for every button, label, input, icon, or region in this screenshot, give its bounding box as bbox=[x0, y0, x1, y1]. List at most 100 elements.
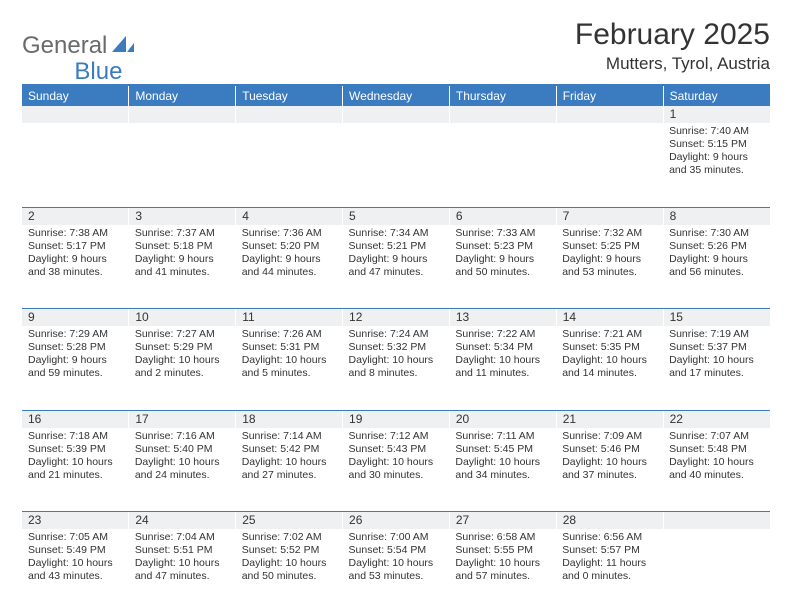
sunset-text: Sunset: 5:23 PM bbox=[455, 240, 550, 253]
sunrise-text: Sunrise: 7:37 AM bbox=[135, 227, 230, 240]
detail-row: Sunrise: 7:29 AMSunset: 5:28 PMDaylight:… bbox=[22, 326, 770, 410]
day-detail-cell: Sunrise: 7:05 AMSunset: 5:49 PMDaylight:… bbox=[22, 529, 129, 613]
sunrise-text: Sunrise: 7:40 AM bbox=[669, 125, 764, 138]
daylight-text: Daylight: 9 hours and 38 minutes. bbox=[28, 253, 123, 279]
sunset-text: Sunset: 5:37 PM bbox=[669, 341, 764, 354]
day-detail-cell bbox=[236, 123, 343, 207]
daylight-text: Daylight: 10 hours and 57 minutes. bbox=[455, 557, 550, 583]
day-number-cell bbox=[22, 106, 129, 123]
sunrise-text: Sunrise: 7:19 AM bbox=[669, 328, 764, 341]
sunrise-text: Sunrise: 7:07 AM bbox=[669, 430, 764, 443]
sunrise-text: Sunrise: 7:22 AM bbox=[455, 328, 550, 341]
day-number-cell bbox=[663, 512, 770, 529]
day-detail-cell: Sunrise: 7:12 AMSunset: 5:43 PMDaylight:… bbox=[343, 428, 450, 512]
daylight-text: Daylight: 10 hours and 5 minutes. bbox=[242, 354, 337, 380]
logo-text-general: General bbox=[22, 32, 107, 60]
day-number-cell: 20 bbox=[449, 411, 556, 428]
day-detail-cell bbox=[343, 123, 450, 207]
detail-row: Sunrise: 7:38 AMSunset: 5:17 PMDaylight:… bbox=[22, 225, 770, 309]
daylight-text: Daylight: 10 hours and 30 minutes. bbox=[349, 456, 444, 482]
sunrise-text: Sunrise: 7:11 AM bbox=[455, 430, 550, 443]
daylight-text: Daylight: 10 hours and 37 minutes. bbox=[562, 456, 657, 482]
sunrise-text: Sunrise: 7:05 AM bbox=[28, 531, 123, 544]
weekday-header: Sunday bbox=[22, 86, 129, 106]
day-number-cell: 4 bbox=[236, 208, 343, 225]
sunset-text: Sunset: 5:51 PM bbox=[135, 544, 230, 557]
day-number-cell: 17 bbox=[129, 411, 236, 428]
sunset-text: Sunset: 5:25 PM bbox=[562, 240, 657, 253]
logo-sail-icon bbox=[112, 34, 134, 59]
day-detail-cell: Sunrise: 7:34 AMSunset: 5:21 PMDaylight:… bbox=[343, 225, 450, 309]
daylight-text: Daylight: 10 hours and 53 minutes. bbox=[349, 557, 444, 583]
day-number-cell bbox=[343, 106, 450, 123]
sunrise-text: Sunrise: 7:29 AM bbox=[28, 328, 123, 341]
day-detail-cell: Sunrise: 7:22 AMSunset: 5:34 PMDaylight:… bbox=[449, 326, 556, 410]
sunrise-text: Sunrise: 7:24 AM bbox=[349, 328, 444, 341]
daylight-text: Daylight: 10 hours and 2 minutes. bbox=[135, 354, 230, 380]
sunset-text: Sunset: 5:31 PM bbox=[242, 341, 337, 354]
sunset-text: Sunset: 5:29 PM bbox=[135, 341, 230, 354]
day-number-cell: 24 bbox=[129, 512, 236, 529]
daylight-text: Daylight: 10 hours and 40 minutes. bbox=[669, 456, 764, 482]
sunrise-text: Sunrise: 7:33 AM bbox=[455, 227, 550, 240]
day-detail-cell: Sunrise: 7:09 AMSunset: 5:46 PMDaylight:… bbox=[556, 428, 663, 512]
day-detail-cell: Sunrise: 7:26 AMSunset: 5:31 PMDaylight:… bbox=[236, 326, 343, 410]
day-number-cell: 26 bbox=[343, 512, 450, 529]
sunset-text: Sunset: 5:26 PM bbox=[669, 240, 764, 253]
daylight-text: Daylight: 9 hours and 50 minutes. bbox=[455, 253, 550, 279]
page-header: General Blue February 2025 Mutters, Tyro… bbox=[22, 18, 770, 74]
detail-row: Sunrise: 7:18 AMSunset: 5:39 PMDaylight:… bbox=[22, 428, 770, 512]
location-subtitle: Mutters, Tyrol, Austria bbox=[575, 54, 770, 74]
sunrise-text: Sunrise: 7:26 AM bbox=[242, 328, 337, 341]
sunset-text: Sunset: 5:46 PM bbox=[562, 443, 657, 456]
sunrise-text: Sunrise: 7:38 AM bbox=[28, 227, 123, 240]
daynum-row: 232425262728 bbox=[22, 512, 770, 529]
sunrise-text: Sunrise: 7:27 AM bbox=[135, 328, 230, 341]
logo-text-blue: Blue bbox=[74, 58, 122, 86]
day-detail-cell: Sunrise: 7:32 AMSunset: 5:25 PMDaylight:… bbox=[556, 225, 663, 309]
day-detail-cell bbox=[129, 123, 236, 207]
day-number-cell: 28 bbox=[556, 512, 663, 529]
day-detail-cell bbox=[22, 123, 129, 207]
day-number-cell: 3 bbox=[129, 208, 236, 225]
day-number-cell: 19 bbox=[343, 411, 450, 428]
day-detail-cell: Sunrise: 7:21 AMSunset: 5:35 PMDaylight:… bbox=[556, 326, 663, 410]
daylight-text: Daylight: 9 hours and 41 minutes. bbox=[135, 253, 230, 279]
sunset-text: Sunset: 5:21 PM bbox=[349, 240, 444, 253]
sunset-text: Sunset: 5:18 PM bbox=[135, 240, 230, 253]
daylight-text: Daylight: 9 hours and 59 minutes. bbox=[28, 354, 123, 380]
day-number-cell: 7 bbox=[556, 208, 663, 225]
daynum-row: 2345678 bbox=[22, 208, 770, 225]
sunrise-text: Sunrise: 7:36 AM bbox=[242, 227, 337, 240]
weekday-header: Monday bbox=[129, 86, 236, 106]
sunrise-text: Sunrise: 7:04 AM bbox=[135, 531, 230, 544]
day-number-cell bbox=[129, 106, 236, 123]
sunrise-text: Sunrise: 7:14 AM bbox=[242, 430, 337, 443]
sunset-text: Sunset: 5:32 PM bbox=[349, 341, 444, 354]
daylight-text: Daylight: 9 hours and 35 minutes. bbox=[669, 151, 764, 177]
daylight-text: Daylight: 10 hours and 47 minutes. bbox=[135, 557, 230, 583]
day-detail-cell: Sunrise: 7:04 AMSunset: 5:51 PMDaylight:… bbox=[129, 529, 236, 613]
day-number-cell: 2 bbox=[22, 208, 129, 225]
daynum-row: 9101112131415 bbox=[22, 309, 770, 326]
day-detail-cell: Sunrise: 7:19 AMSunset: 5:37 PMDaylight:… bbox=[663, 326, 770, 410]
sunrise-text: Sunrise: 7:18 AM bbox=[28, 430, 123, 443]
sunset-text: Sunset: 5:42 PM bbox=[242, 443, 337, 456]
sunrise-text: Sunrise: 7:02 AM bbox=[242, 531, 337, 544]
sunset-text: Sunset: 5:43 PM bbox=[349, 443, 444, 456]
day-number-cell: 15 bbox=[663, 309, 770, 326]
day-detail-cell: Sunrise: 7:36 AMSunset: 5:20 PMDaylight:… bbox=[236, 225, 343, 309]
sunset-text: Sunset: 5:15 PM bbox=[669, 138, 764, 151]
sunset-text: Sunset: 5:40 PM bbox=[135, 443, 230, 456]
sunrise-text: Sunrise: 7:16 AM bbox=[135, 430, 230, 443]
sunset-text: Sunset: 5:48 PM bbox=[669, 443, 764, 456]
detail-row: Sunrise: 7:05 AMSunset: 5:49 PMDaylight:… bbox=[22, 529, 770, 613]
daylight-text: Daylight: 11 hours and 0 minutes. bbox=[562, 557, 657, 583]
sunset-text: Sunset: 5:20 PM bbox=[242, 240, 337, 253]
day-detail-cell: Sunrise: 7:29 AMSunset: 5:28 PMDaylight:… bbox=[22, 326, 129, 410]
day-detail-cell: Sunrise: 7:16 AMSunset: 5:40 PMDaylight:… bbox=[129, 428, 236, 512]
day-number-cell: 11 bbox=[236, 309, 343, 326]
day-detail-cell: Sunrise: 6:56 AMSunset: 5:57 PMDaylight:… bbox=[556, 529, 663, 613]
day-number-cell: 22 bbox=[663, 411, 770, 428]
day-detail-cell: Sunrise: 7:00 AMSunset: 5:54 PMDaylight:… bbox=[343, 529, 450, 613]
